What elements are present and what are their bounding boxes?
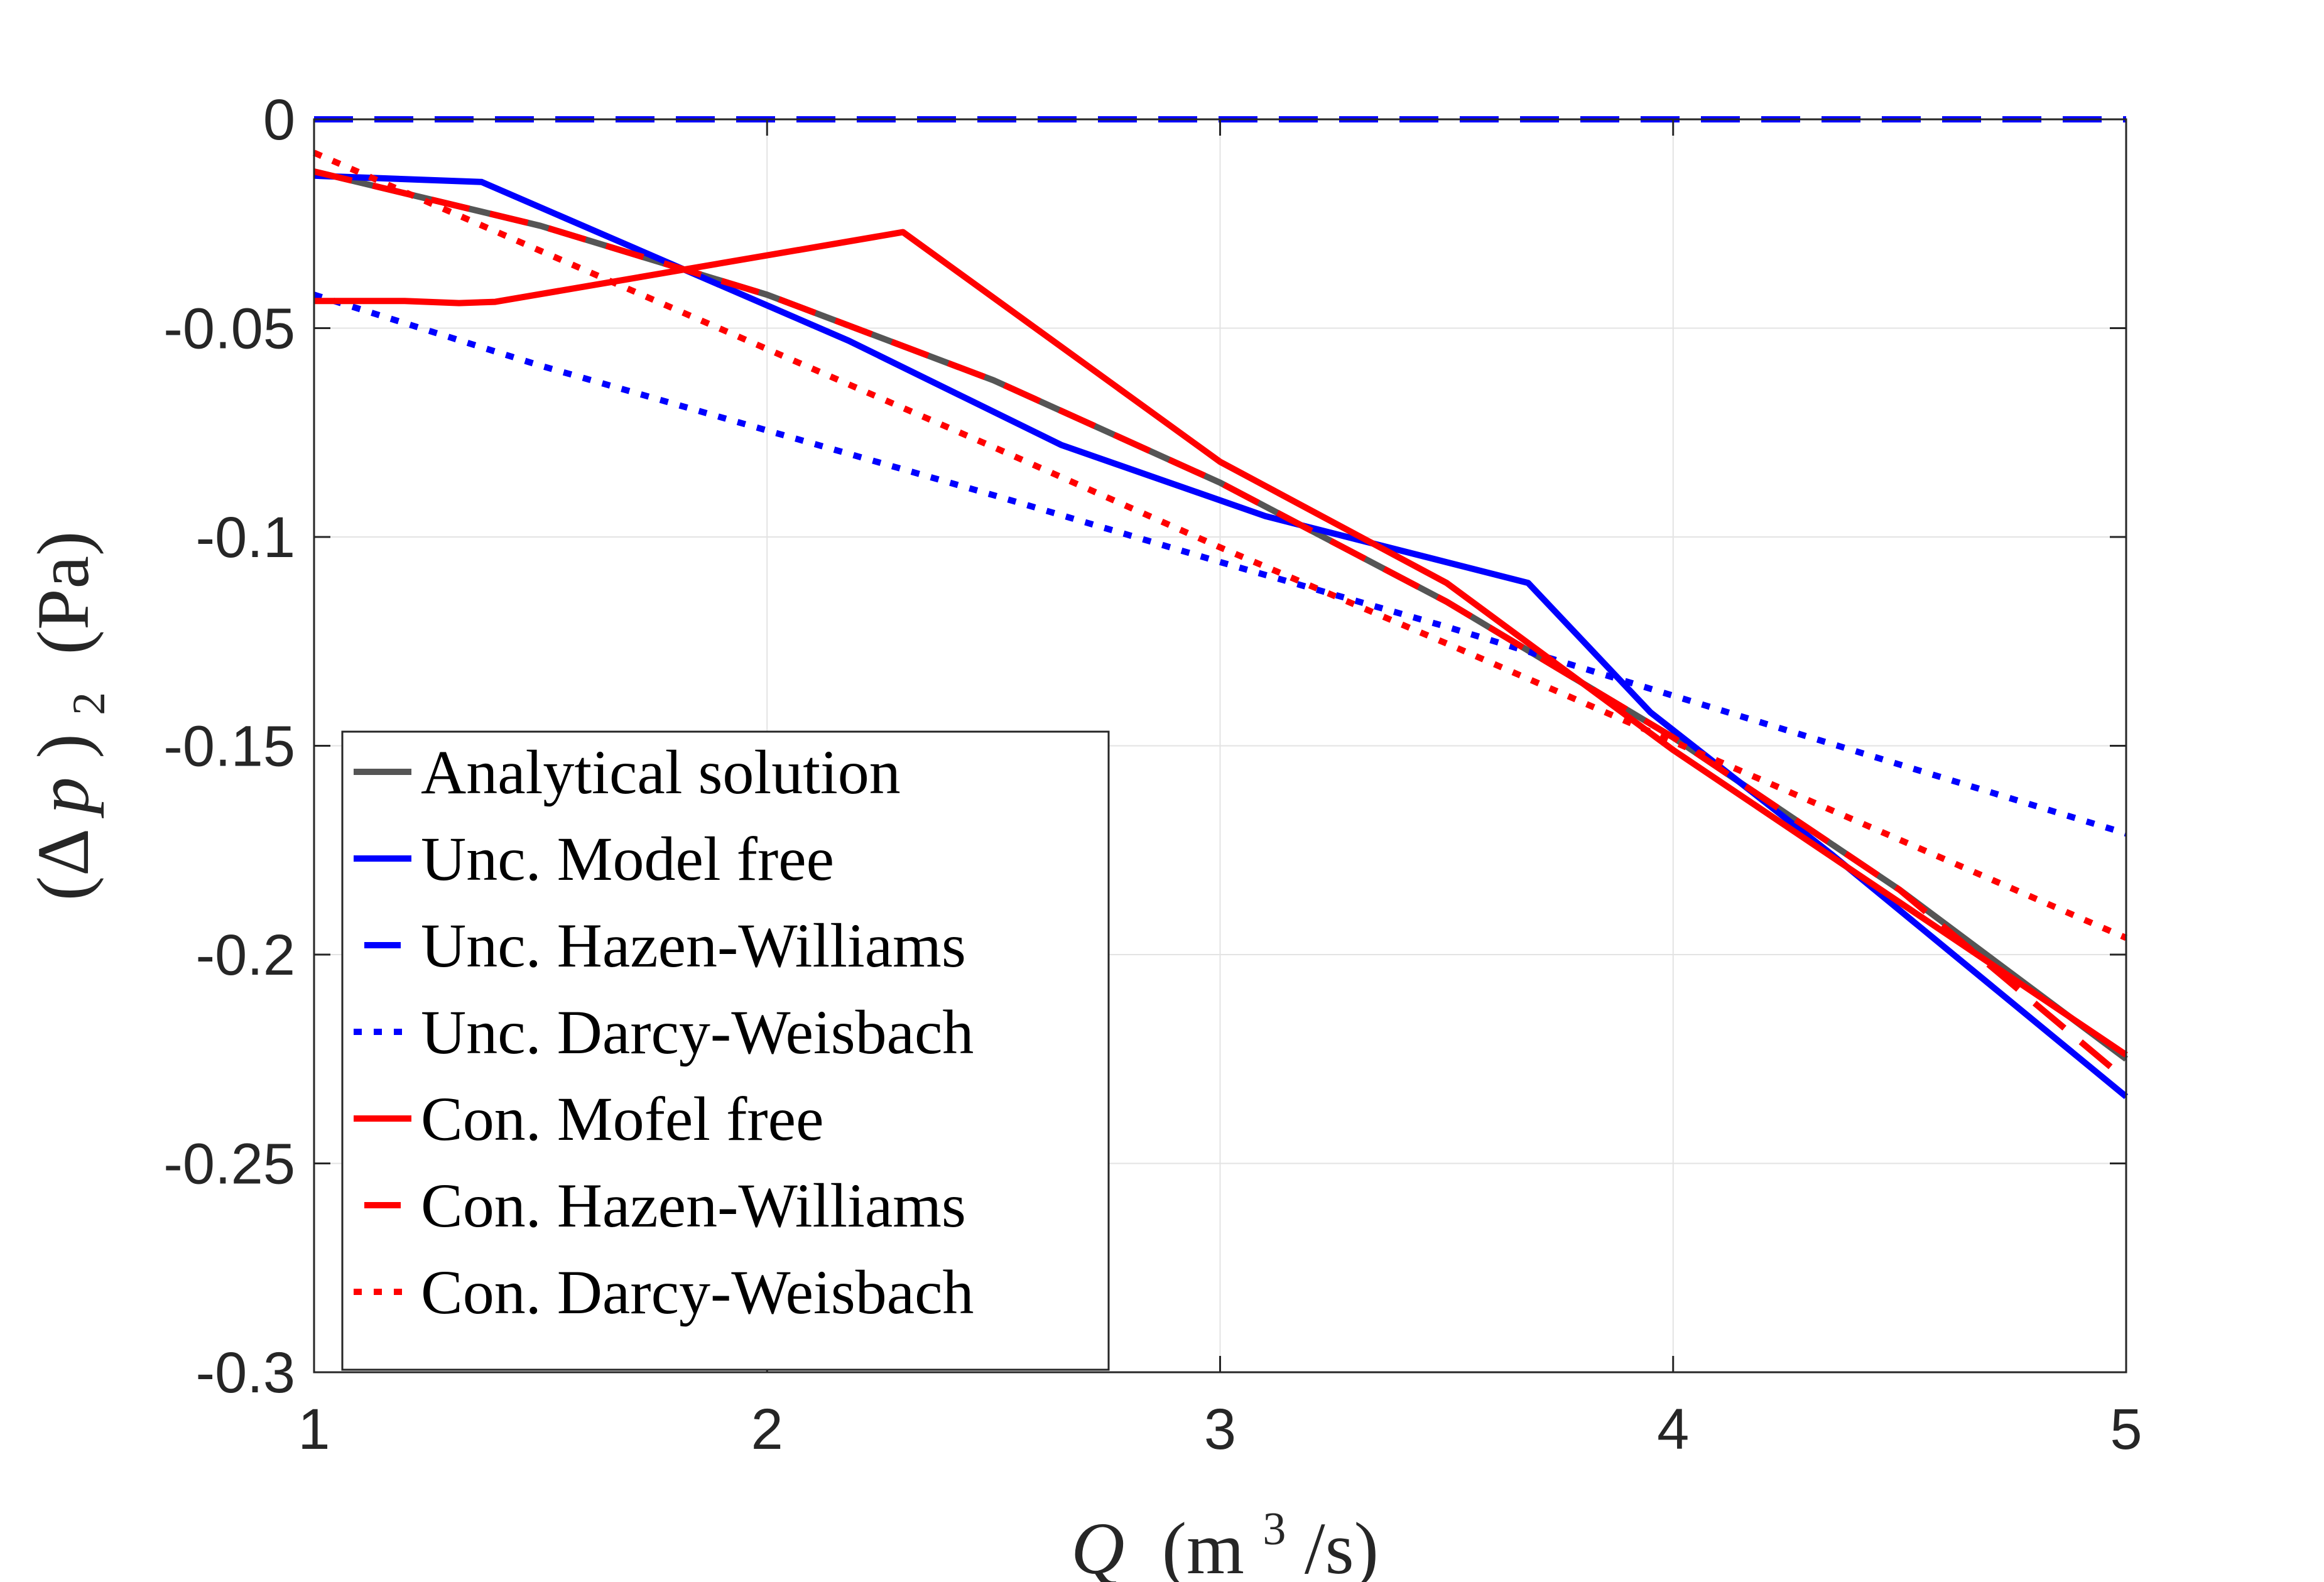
x-axis-unit-open: (m — [1162, 1507, 1244, 1582]
legend-label-6: Con. Hazen-Williams — [421, 1171, 966, 1240]
x-tick-label: 4 — [1657, 1397, 1689, 1461]
x-tick-label: 3 — [1204, 1397, 1236, 1461]
x-tick-label: 1 — [298, 1397, 330, 1461]
legend-label-7: Con. Darcy-Weisbach — [421, 1257, 974, 1327]
y-axis-title: (Δ p ) 2 (Pa) — [22, 531, 121, 901]
legend-label-2: Unc. Model free — [421, 824, 834, 894]
legend-label-4: Unc. Darcy-Weisbach — [421, 997, 974, 1067]
y-tick-label: -0.3 — [195, 1341, 295, 1405]
series-line-7 — [313, 149, 2127, 941]
y-axis-subscript: 2 — [63, 692, 115, 715]
series-line-4 — [313, 291, 2127, 837]
series-line-6 — [313, 168, 2129, 1083]
y-tick-label: -0.05 — [163, 297, 295, 361]
legend-label-1: Analytical solution — [421, 737, 901, 807]
legend: Analytical solution Unc. Model free Unc. H… — [341, 730, 1110, 1371]
y-axis-open: (Δ — [22, 831, 104, 901]
x-tick-label: 5 — [2110, 1397, 2142, 1461]
y-axis-close: ) — [22, 734, 104, 758]
axis-ticks: 1 2 3 4 5 0 -0.05 -0.1 -0.15 -0.2 -0.25 -0.3 — [163, 88, 2142, 1461]
y-tick-label: -0.25 — [163, 1132, 295, 1196]
y-axis-unit: (Pa) — [22, 531, 104, 655]
y-tick-label: -0.1 — [195, 506, 295, 570]
x-tick-label: 2 — [751, 1397, 783, 1461]
x-axis-unit-sup: 3 — [1262, 1503, 1286, 1555]
y-tick-label: 0 — [263, 88, 295, 152]
legend-label-3: Unc. Hazen-Williams — [421, 911, 966, 980]
x-axis-variable: Q — [1071, 1507, 1124, 1582]
legend-label-5: Con. Mofel free — [421, 1084, 823, 1154]
x-axis-title: Q (m 3 /s) — [1071, 1478, 1379, 1582]
y-axis-variable: p — [22, 777, 104, 818]
x-axis-unit-close: /s) — [1305, 1507, 1379, 1582]
y-tick-label: -0.15 — [163, 715, 295, 779]
y-tick-label: -0.2 — [195, 923, 295, 987]
legend-box — [341, 730, 1110, 1371]
